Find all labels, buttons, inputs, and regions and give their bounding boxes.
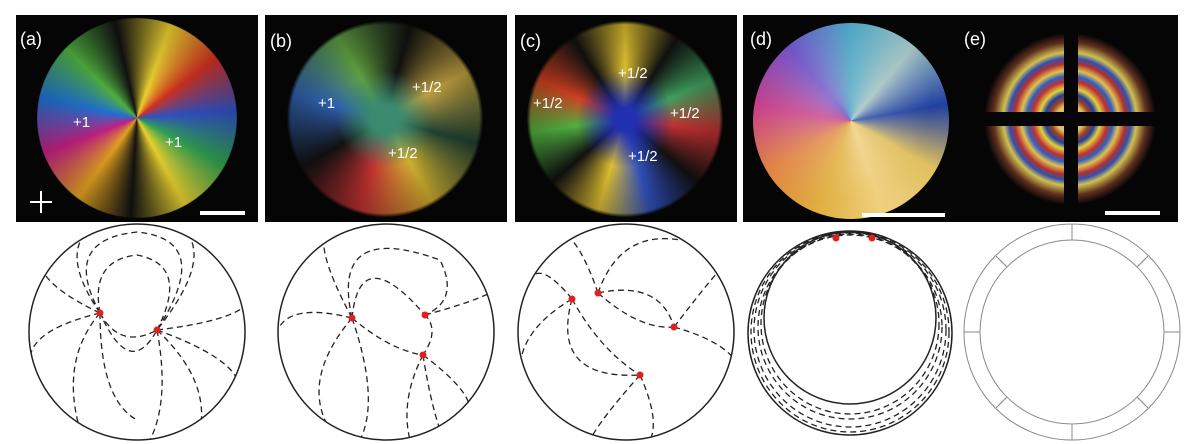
panel-label: (c) xyxy=(520,31,541,51)
defect-label: +1 xyxy=(73,114,90,131)
director-field-d xyxy=(747,230,953,436)
panel-label: (e) xyxy=(964,29,986,49)
defect-point xyxy=(421,311,429,319)
micrograph-e xyxy=(960,15,1178,222)
panel-label: (b) xyxy=(270,31,292,51)
defect-point xyxy=(568,295,576,303)
micrograph-b xyxy=(265,15,507,222)
defect-point xyxy=(96,309,104,317)
micrograph-d xyxy=(743,15,960,222)
defect-label: +1/2 xyxy=(628,148,658,165)
droplet-outline xyxy=(517,223,735,441)
polarizer-icon xyxy=(30,191,52,213)
defect-label: +1/2 xyxy=(618,65,648,82)
defect-label: +1/2 xyxy=(412,79,442,96)
director-field-c xyxy=(519,229,734,440)
defect-label: +1/2 xyxy=(670,105,700,122)
director-field-e xyxy=(963,223,1181,441)
defect-point xyxy=(153,326,161,334)
defect-point xyxy=(636,371,644,379)
extinction-cross xyxy=(960,112,1178,126)
droplet-outline xyxy=(277,223,495,441)
defect-label: +1 xyxy=(318,95,335,112)
defect-point xyxy=(670,323,678,331)
micrograph-c xyxy=(515,15,737,222)
panel-label: (d) xyxy=(750,29,772,49)
defect-label: +1 xyxy=(165,134,182,151)
defect-point xyxy=(594,289,602,297)
droplet-outline xyxy=(28,223,246,441)
defect-point xyxy=(348,314,356,322)
panel-label: (a) xyxy=(20,29,42,49)
defect-label: +1/2 xyxy=(533,95,563,112)
defect-label: +1/2 xyxy=(388,145,418,162)
defect-point xyxy=(419,351,427,359)
micrograph-a xyxy=(16,15,258,222)
director-field-a xyxy=(29,224,245,440)
